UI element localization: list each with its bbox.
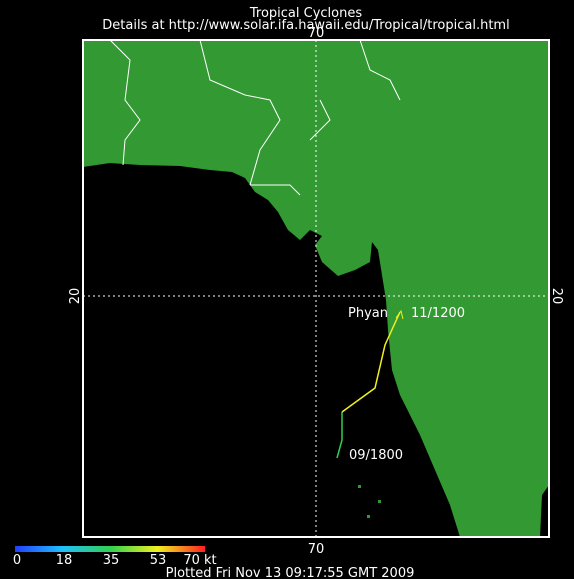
colorbar-label: 53: [150, 553, 167, 568]
track: [336, 412, 343, 459]
grid-label: 70: [308, 542, 325, 557]
track-arrow: [395, 309, 404, 320]
track-label: 11/1200: [411, 306, 465, 321]
grid-label: 20: [549, 288, 564, 305]
colorbar-label: 18: [56, 553, 73, 568]
colorbar: [15, 546, 205, 552]
borders: [109, 39, 401, 196]
grid-label: 20: [68, 288, 83, 305]
land: [83, 40, 549, 537]
colorbar-label: 70 kt: [183, 553, 216, 568]
islands: [358, 485, 381, 518]
details: Details at http://www.solar.ifa.hawaii.e…: [102, 18, 509, 33]
track-label: 09/1800: [349, 448, 403, 463]
colorbar-label: 35: [103, 553, 120, 568]
title: Tropical Cyclones: [249, 6, 362, 21]
grid-label: 70: [308, 26, 325, 41]
storm-name: Phyan: [348, 306, 388, 321]
track: [341, 311, 401, 413]
colorbar-label: 0: [13, 553, 21, 568]
footer: Plotted Fri Nov 13 09:17:55 GMT 2009: [166, 566, 415, 579]
